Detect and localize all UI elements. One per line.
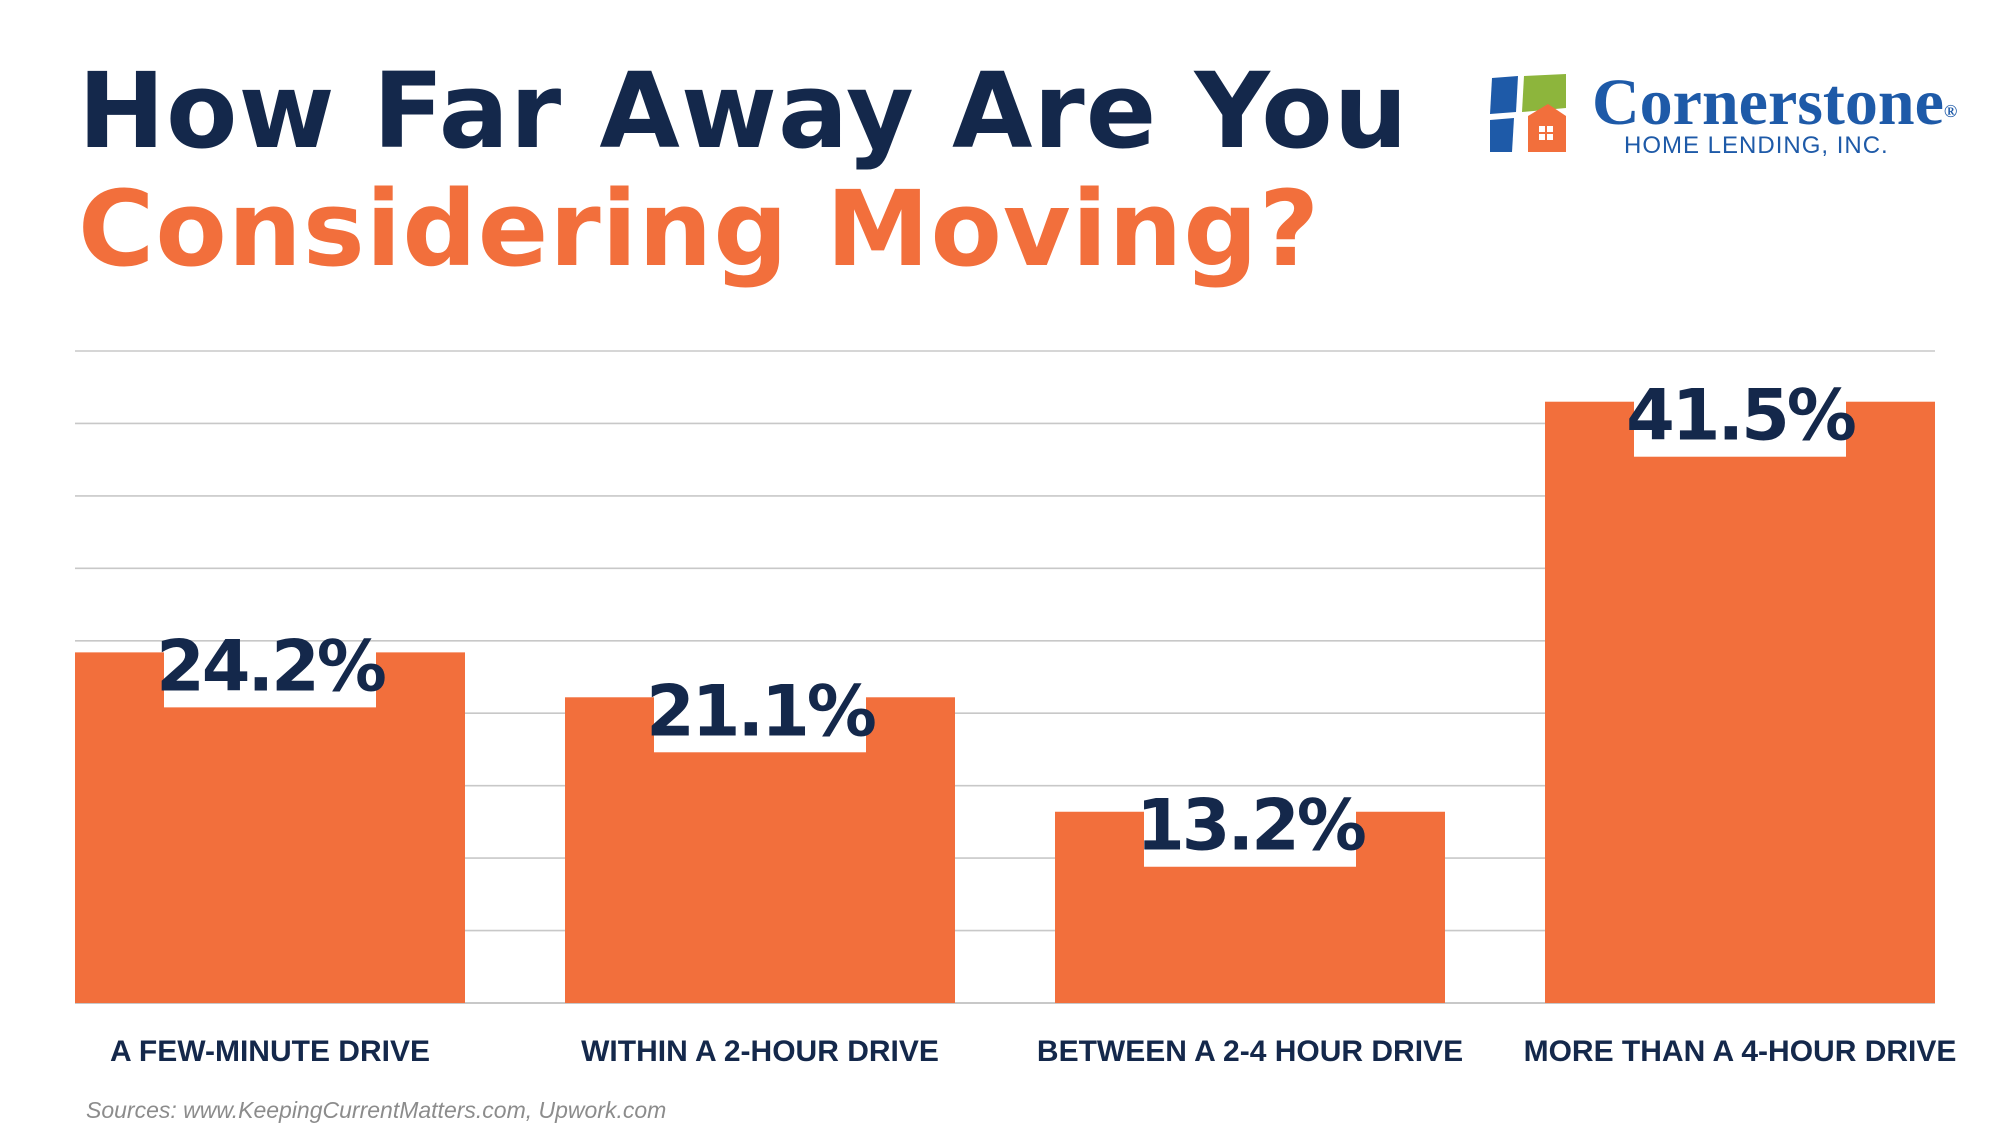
value-label-box	[1144, 810, 1356, 867]
bar	[1545, 401, 1935, 1003]
source-note: Sources: www.KeepingCurrentMatters.com, …	[86, 1097, 667, 1123]
chart-title: How Far Away Are You Considering Moving?	[78, 52, 1409, 288]
bars-group: 24.2% 21.1% 13.2% 41.5%	[75, 375, 1935, 1003]
company-logo: Cornerstone® HOME LENDING, INC.	[1490, 68, 1957, 164]
bar-value-label: 21.1%	[646, 670, 875, 752]
logo-subtitle: HOME LENDING, INC.	[1624, 132, 1889, 159]
category-label: BETWEEN A 2-4 HOUR DRIVE	[1037, 1035, 1463, 1068]
logo-name-text: Cornerstone	[1592, 66, 1944, 139]
value-label-box	[1634, 400, 1846, 457]
value-label-box	[164, 651, 376, 708]
title-line-1: How Far Away Are You	[78, 50, 1409, 172]
bar-value-label: 13.2%	[1136, 785, 1365, 867]
house-window-icon	[1490, 74, 1566, 152]
category-label: WITHIN A 2-HOUR DRIVE	[581, 1035, 939, 1068]
category-label: MORE THAN A 4-HOUR DRIVE	[1524, 1035, 1957, 1068]
category-labels: A FEW-MINUTE DRIVE WITHIN A 2-HOUR DRIVE B…	[110, 1035, 1956, 1068]
bar	[75, 652, 465, 1003]
logo-registered-mark: ®	[1943, 101, 1958, 121]
title-line-2: Considering Moving?	[78, 168, 1321, 290]
value-label-box	[654, 696, 866, 753]
bar-value-label: 24.2%	[156, 625, 385, 707]
category-label: A FEW-MINUTE DRIVE	[110, 1035, 430, 1068]
bar-value-label: 41.5%	[1626, 375, 1855, 457]
logo-name: Cornerstone®	[1592, 68, 1957, 138]
